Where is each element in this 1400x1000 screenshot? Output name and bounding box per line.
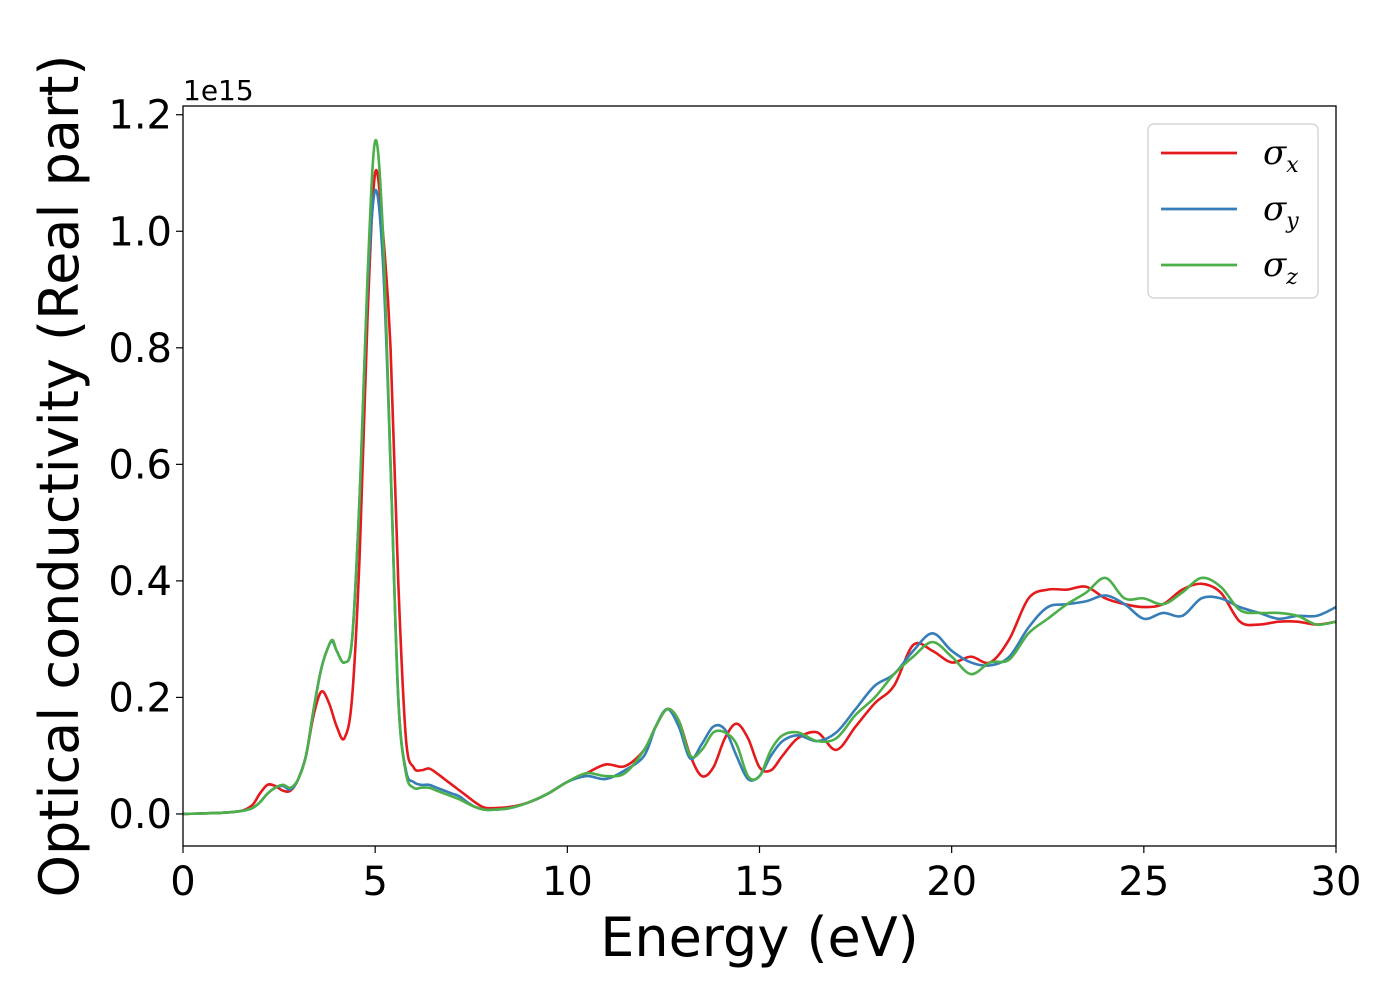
x-axis-label: Energy (eV) bbox=[600, 906, 919, 969]
x-tick-label: 10 bbox=[542, 859, 593, 905]
y-axis-label: Optical conductivity (Real part) bbox=[28, 55, 91, 898]
y-tick-label: 1.2 bbox=[108, 93, 172, 139]
x-axis-ticks: 0 5 10 15 20 25 30 bbox=[170, 846, 1361, 905]
y-tick-label: 0.4 bbox=[108, 559, 172, 605]
x-tick-label: 20 bbox=[926, 859, 977, 905]
legend-label-z: σz bbox=[1263, 245, 1298, 290]
x-tick-label: 15 bbox=[734, 859, 785, 905]
y-tick-label: 0.6 bbox=[108, 442, 172, 488]
x-tick-label: 5 bbox=[362, 859, 387, 905]
x-tick-label: 0 bbox=[170, 859, 195, 905]
x-tick-label: 30 bbox=[1311, 859, 1362, 905]
y-tick-label: 0.0 bbox=[108, 792, 172, 838]
series-line-z bbox=[183, 138, 1336, 816]
y-axis-ticks: 0.0 0.2 0.4 0.6 0.8 1.0 1.2 bbox=[108, 93, 183, 838]
series-layer bbox=[183, 138, 1336, 816]
y-tick-label: 0.2 bbox=[108, 675, 172, 721]
y-tick-label: 0.8 bbox=[108, 326, 172, 372]
x-tick-label: 25 bbox=[1118, 859, 1169, 905]
legend-box bbox=[1147, 123, 1319, 299]
y-tick-label: 1.0 bbox=[108, 209, 172, 255]
series-line-x bbox=[183, 169, 1336, 816]
y-offset-label: 1e15 bbox=[183, 74, 254, 107]
